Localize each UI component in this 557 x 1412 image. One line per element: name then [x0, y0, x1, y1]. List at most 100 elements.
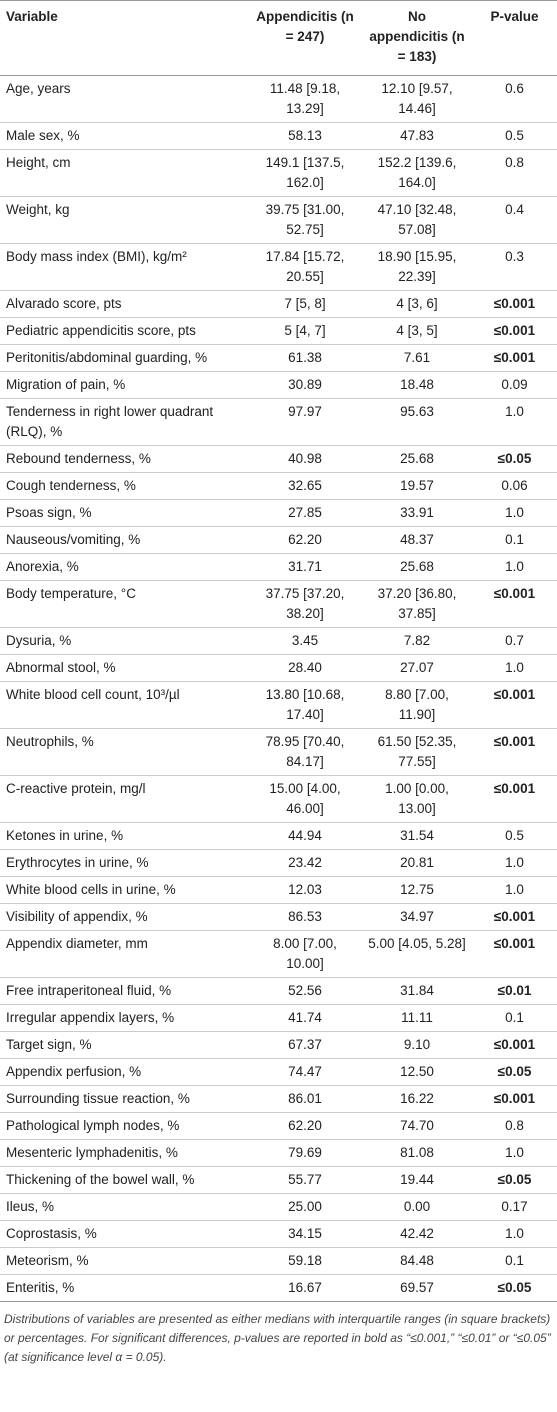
header-cell: P-value [472, 0, 557, 76]
variable-cell: Migration of pain, % [0, 371, 248, 399]
value-cell: 55.77 [248, 1166, 362, 1194]
value-cell: 0.8 [472, 149, 557, 197]
value-cell: 39.75 [31.00, 52.75] [248, 196, 362, 244]
value-cell: 27.85 [248, 499, 362, 527]
value-cell: 3.45 [248, 627, 362, 655]
value-cell: 1.0 [472, 499, 557, 527]
variable-cell: Free intraperitoneal fluid, % [0, 977, 248, 1005]
value-cell: 95.63 [362, 398, 472, 446]
value-cell: 0.5 [472, 122, 557, 150]
table-row: C-reactive protein, mg/l 15.00 [4.00, 46.… [0, 775, 557, 823]
variable-cell: Mesenteric lymphadenitis, % [0, 1139, 248, 1167]
table-row: Anorexia, % 31.71 25.68 1.0 [0, 553, 557, 581]
table-row: Height, cm 149.1 [137.5, 162.0] 152.2 [139… [0, 149, 557, 197]
table-row: Target sign, % 67.37 9.10 ≤0.001 [0, 1031, 557, 1059]
value-cell: 41.74 [248, 1004, 362, 1032]
table-body: Age, years 11.48 [9.18, 13.29] 12.10 [9.57… [0, 75, 557, 1302]
value-cell: 8.80 [7.00, 11.90] [362, 681, 472, 729]
variable-cell: White blood cells in urine, % [0, 876, 248, 904]
value-cell: 4 [3, 5] [362, 317, 472, 345]
table-row: Pediatric appendicitis score, pts 5 [4, 7… [0, 317, 557, 345]
table-row: Mesenteric lymphadenitis, % 79.69 81.08 1.0 [0, 1139, 557, 1167]
value-cell: 1.00 [0.00, 13.00] [362, 775, 472, 823]
table-row: Meteorism, % 59.18 84.48 0.1 [0, 1247, 557, 1275]
value-cell: 44.94 [248, 822, 362, 850]
variable-cell: Weight, kg [0, 196, 248, 244]
value-cell: 7 [5, 8] [248, 290, 362, 318]
value-cell: 48.37 [362, 526, 472, 554]
value-cell: ≤0.001 [472, 775, 557, 823]
table-row: Peritonitis/abdominal guarding, % 61.38 7.… [0, 344, 557, 372]
value-cell: 61.38 [248, 344, 362, 372]
value-cell: ≤0.01 [472, 977, 557, 1005]
table-row: Dysuria, % 3.45 7.82 0.7 [0, 627, 557, 655]
value-cell: 16.22 [362, 1085, 472, 1113]
header-cell: Appendicitis (n = 247) [248, 0, 362, 76]
value-cell: 1.0 [472, 1220, 557, 1248]
table-row: Appendix diameter, mm 8.00 [7.00, 10.00] 5… [0, 930, 557, 978]
table-row: Nauseous/vomiting, % 62.20 48.37 0.1 [0, 526, 557, 554]
value-cell: 97.97 [248, 398, 362, 446]
value-cell: 34.15 [248, 1220, 362, 1248]
value-cell: 86.01 [248, 1085, 362, 1113]
value-cell: 28.40 [248, 654, 362, 682]
value-cell: 25.00 [248, 1193, 362, 1221]
value-cell: 25.68 [362, 553, 472, 581]
table-row: Cough tenderness, % 32.65 19.57 0.06 [0, 472, 557, 500]
table-row: Rebound tenderness, % 40.98 25.68 ≤0.05 [0, 445, 557, 473]
value-cell: 0.1 [472, 1004, 557, 1032]
value-cell: 18.48 [362, 371, 472, 399]
value-cell: 33.91 [362, 499, 472, 527]
value-cell: 5.00 [4.05, 5.28] [362, 930, 472, 978]
value-cell: 7.61 [362, 344, 472, 372]
value-cell: 86.53 [248, 903, 362, 931]
table-row: Body temperature, °C 37.75 [37.20, 38.20]… [0, 580, 557, 628]
value-cell: 19.57 [362, 472, 472, 500]
variable-cell: Irregular appendix layers, % [0, 1004, 248, 1032]
value-cell: 27.07 [362, 654, 472, 682]
variable-cell: C-reactive protein, mg/l [0, 775, 248, 823]
variable-cell: Coprostasis, % [0, 1220, 248, 1248]
variable-cell: Pathological lymph nodes, % [0, 1112, 248, 1140]
variable-cell: Pediatric appendicitis score, pts [0, 317, 248, 345]
value-cell: 1.0 [472, 1139, 557, 1167]
value-cell: 81.08 [362, 1139, 472, 1167]
table-row: Male sex, % 58.13 47.83 0.5 [0, 122, 557, 150]
value-cell: 0.1 [472, 1247, 557, 1275]
table-row: Pathological lymph nodes, % 62.20 74.70 0.8 [0, 1112, 557, 1140]
table-row: Free intraperitoneal fluid, % 52.56 31.84 ≤… [0, 977, 557, 1005]
variable-cell: Thickening of the bowel wall, % [0, 1166, 248, 1194]
table-row: Erythrocytes in urine, % 23.42 20.81 1.0 [0, 849, 557, 877]
table-row: White blood cell count, 10³/µl 13.80 [10.… [0, 681, 557, 729]
value-cell: 0.00 [362, 1193, 472, 1221]
variable-cell: Body mass index (BMI), kg/m² [0, 243, 248, 291]
value-cell: 7.82 [362, 627, 472, 655]
value-cell: 1.0 [472, 654, 557, 682]
value-cell: 1.0 [472, 876, 557, 904]
variable-cell: Visibility of appendix, % [0, 903, 248, 931]
value-cell: ≤0.001 [472, 728, 557, 776]
value-cell: 67.37 [248, 1031, 362, 1059]
value-cell: ≤0.001 [472, 930, 557, 978]
variable-cell: Nauseous/vomiting, % [0, 526, 248, 554]
value-cell: 52.56 [248, 977, 362, 1005]
value-cell: 37.20 [36.80, 37.85] [362, 580, 472, 628]
variable-cell: Cough tenderness, % [0, 472, 248, 500]
value-cell: 31.71 [248, 553, 362, 581]
variable-cell: Enteritis, % [0, 1274, 248, 1302]
value-cell: 58.13 [248, 122, 362, 150]
variable-cell: Body temperature, °C [0, 580, 248, 628]
value-cell: 84.48 [362, 1247, 472, 1275]
value-cell: 61.50 [52.35, 77.55] [362, 728, 472, 776]
value-cell: 0.6 [472, 75, 557, 123]
value-cell: 31.54 [362, 822, 472, 850]
value-cell: ≤0.05 [472, 1166, 557, 1194]
value-cell: 1.0 [472, 553, 557, 581]
value-cell: 4 [3, 6] [362, 290, 472, 318]
variable-cell: Abnormal stool, % [0, 654, 248, 682]
value-cell: 18.90 [15.95, 22.39] [362, 243, 472, 291]
value-cell: 62.20 [248, 1112, 362, 1140]
value-cell: 37.75 [37.20, 38.20] [248, 580, 362, 628]
variable-cell: Target sign, % [0, 1031, 248, 1059]
header-row: Variable Appendicitis (n = 247) No appendi… [0, 0, 557, 76]
